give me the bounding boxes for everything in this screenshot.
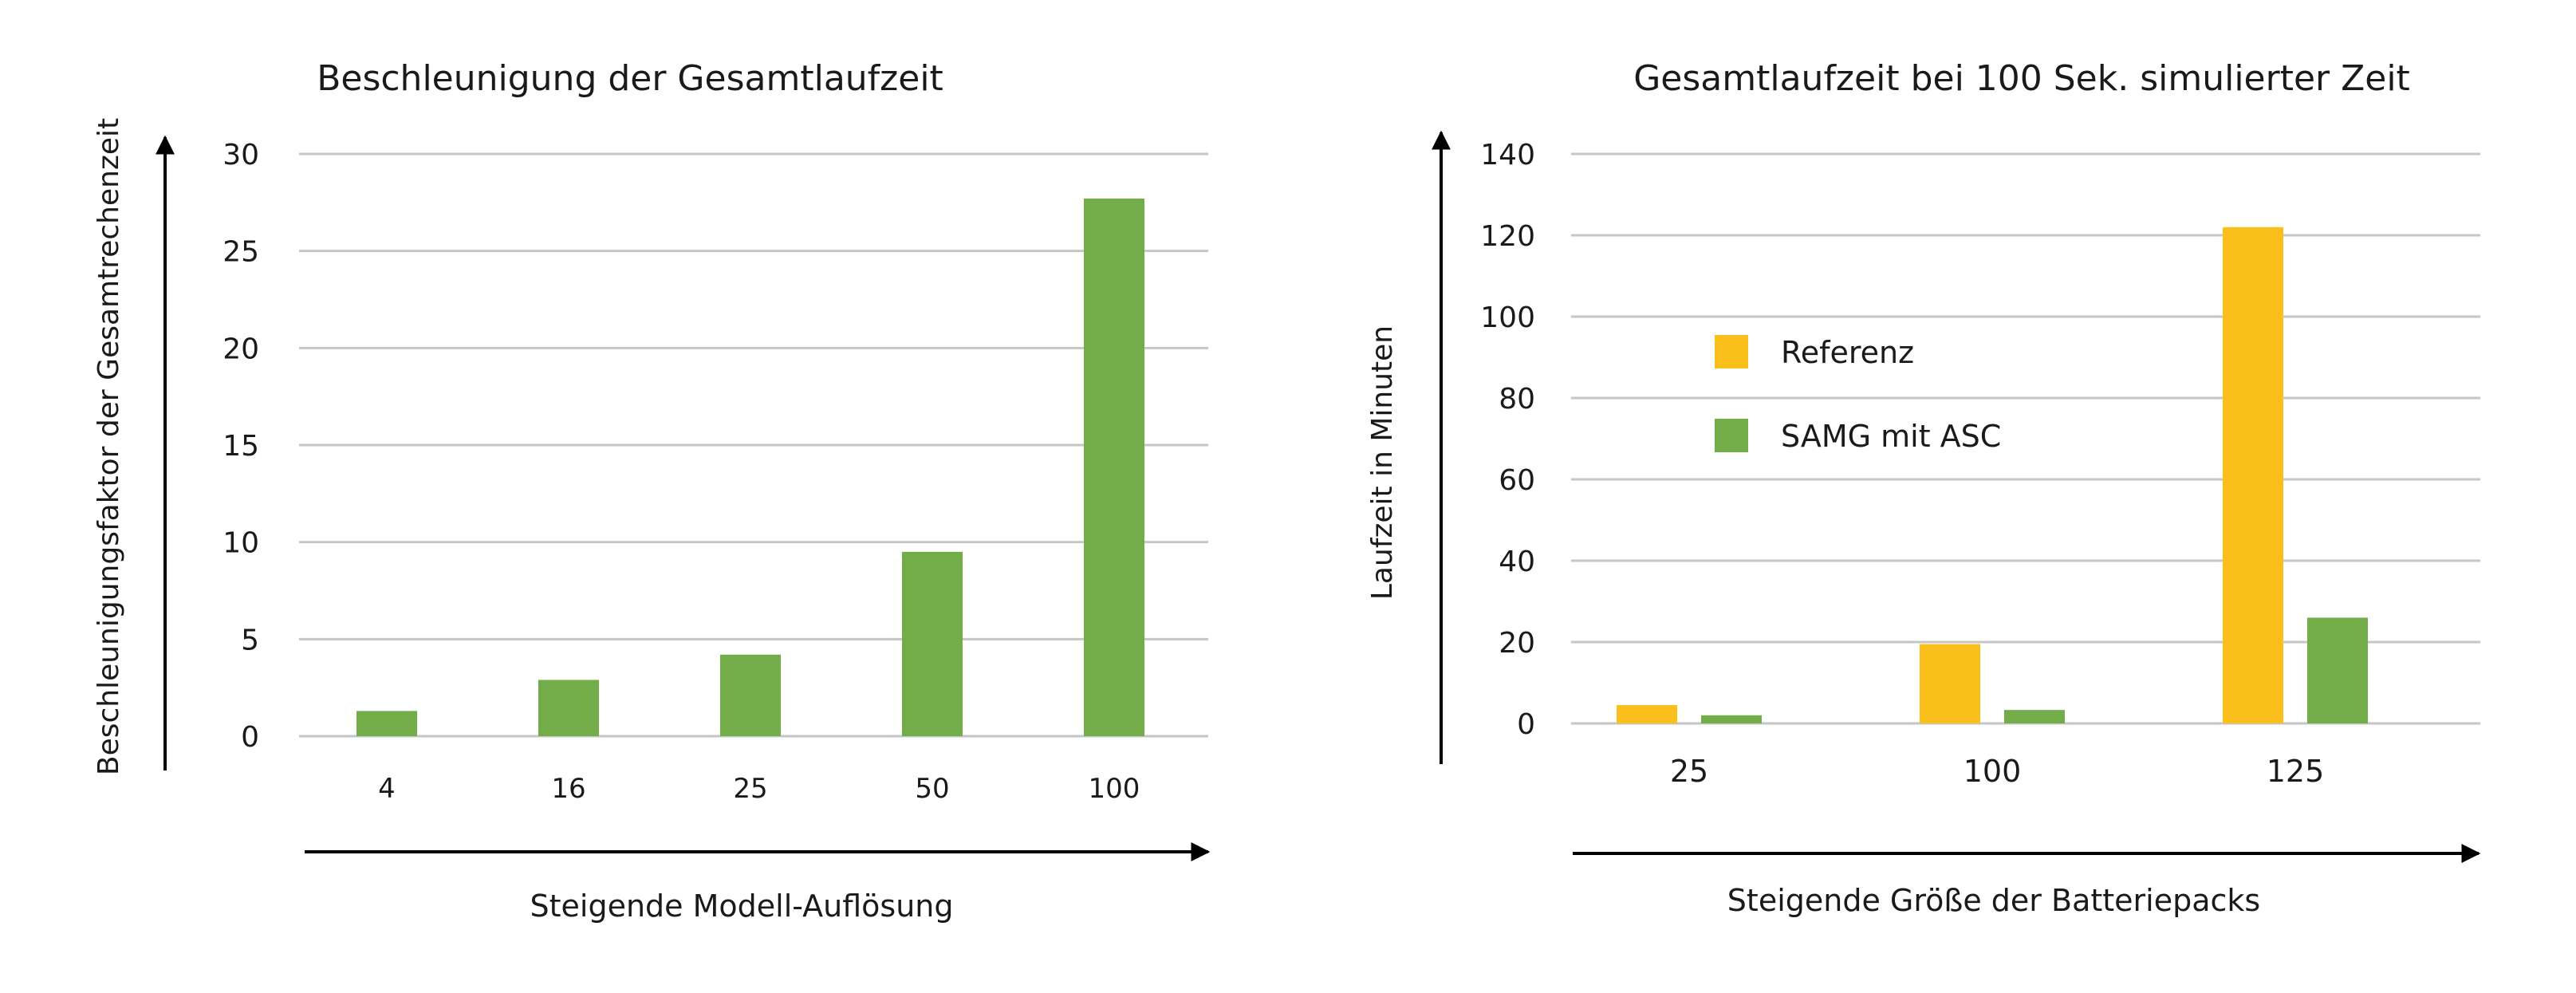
chart2-bar-referenz-100 [1920, 644, 1980, 723]
chart1-y-tick-label-2: 10 [223, 527, 259, 560]
chart2-bar-samg-mit-asc-25 [1701, 715, 1762, 723]
chart2-y-tick-label-0: 0 [1517, 708, 1535, 741]
chart2-title: Gesamtlaufzeit bei 100 Sek. simulierter … [1633, 58, 2410, 99]
chart2-x-axis-label: Steigende Größe der Batteriepacks [1727, 883, 2260, 918]
chart1-y-tick-label-4: 20 [223, 333, 259, 365]
chart1-bar-4 [356, 711, 417, 736]
chart1-bar-16 [538, 680, 599, 736]
chart1-y-tick-label-5: 25 [223, 236, 259, 269]
chart1-x-tick-label-2: 25 [733, 773, 767, 805]
chart1-y-tick-label-6: 30 [223, 139, 259, 171]
chart2-y-tick-label-3: 60 [1499, 464, 1535, 497]
legend-label-samg-mit-asc: SAMG mit ASC [1781, 419, 2001, 454]
chart1-y-tick-label-3: 15 [223, 430, 259, 463]
chart2-x-tick-label-0: 25 [1670, 754, 1708, 789]
chart2-bar-referenz-25 [1617, 705, 1677, 723]
chart1-bar-50 [902, 551, 963, 736]
chart2-x-tick-label-2: 125 [2267, 754, 2325, 789]
chart1-y-tick-label-0: 0 [241, 721, 259, 754]
chart2-y-tick-label-6: 120 [1480, 220, 1535, 253]
chart-marks: 0 5 10 15 20 25 30 4 16 25 50 100 0 20 40 60 80 100 120 140… [223, 139, 2480, 805]
chart1-title: Beschleunigung der Gesamtlaufzeit [317, 58, 943, 99]
chart1-x-axis-label: Steigende Modell-Auflösung [530, 889, 954, 924]
chart1-y-tick-label-1: 5 [241, 624, 259, 656]
chart2-y-tick-label-2: 40 [1499, 546, 1535, 578]
chart1-x-tick-label-4: 100 [1089, 773, 1140, 805]
chart2-y-tick-label-1: 20 [1499, 627, 1535, 660]
chart1-bar-100 [1084, 198, 1144, 736]
legend-swatch-samg-mit-asc [1715, 419, 1748, 452]
chart2-bar-samg-mit-asc-100 [2004, 710, 2065, 723]
chart2-bar-samg-mit-asc-125 [2307, 617, 2368, 723]
legend-swatch-referenz [1715, 335, 1748, 368]
chart1-x-tick-label-0: 4 [378, 773, 396, 805]
chart2-x-tick-label-1: 100 [1964, 754, 2022, 789]
chart1-bar-25 [720, 654, 781, 736]
chart1-x-tick-label-3: 50 [915, 773, 949, 805]
chart2-y-axis-label: Laufzeit in Minuten [1366, 325, 1399, 600]
chart1-x-tick-label-1: 16 [551, 773, 585, 805]
chart2-bar-referenz-125 [2223, 227, 2283, 723]
legend-label-referenz: Referenz [1781, 335, 1914, 370]
chart2-y-tick-label-5: 100 [1480, 301, 1535, 334]
chart2-y-tick-label-4: 80 [1499, 383, 1535, 416]
chart2-y-tick-label-7: 140 [1480, 139, 1535, 171]
chart1-y-axis-label: Beschleunigungsfaktor der Gesamtrechenze… [93, 118, 125, 775]
